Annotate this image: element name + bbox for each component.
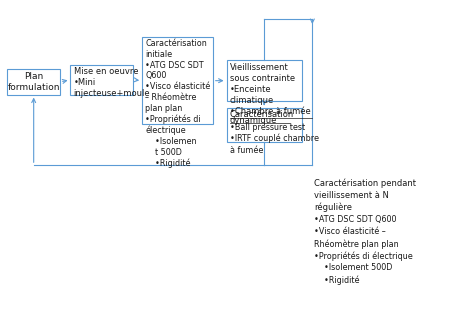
Text: Caractérisation pendant: Caractérisation pendant [313,179,415,188]
FancyBboxPatch shape [226,60,301,101]
FancyBboxPatch shape [7,69,60,95]
Text: dynamique: dynamique [229,116,276,125]
Text: Rhéomètre plan plan: Rhéomètre plan plan [313,239,398,249]
Text: •Isolement 500D: •Isolement 500D [313,263,392,273]
Text: régulière: régulière [313,203,352,212]
Text: •Rigidité: •Rigidité [313,276,359,285]
FancyBboxPatch shape [142,37,213,124]
Text: Vieillissement
sous contrainte
•Enceinte
climatique
•Chambre à fumée: Vieillissement sous contrainte •Enceinte… [229,62,310,116]
Text: •Propriétés di électrique: •Propriétés di électrique [313,252,412,261]
Text: Plan
formulation: Plan formulation [7,72,60,92]
Text: •Ball pressure test
•IRTF couplé chambre
à fumée: •Ball pressure test •IRTF couplé chambre… [229,123,318,155]
Text: •Visco élasticité –: •Visco élasticité – [313,227,385,236]
Text: •ATG DSC SDT Q600: •ATG DSC SDT Q600 [313,215,396,224]
Text: Caractérisation
initiale
•ATG DSC SDT
Q600
•Visco élasticité
– Rhéomètre
plan pl: Caractérisation initiale •ATG DSC SDT Q6… [145,39,210,168]
FancyBboxPatch shape [226,108,301,142]
FancyBboxPatch shape [70,65,133,95]
Text: Mise en oeuvre
•Mini
injecteuse+moule: Mise en oeuvre •Mini injecteuse+moule [73,67,150,98]
Text: Caractérisation: Caractérisation [229,110,293,119]
Text: vieillissement à N: vieillissement à N [313,191,388,200]
